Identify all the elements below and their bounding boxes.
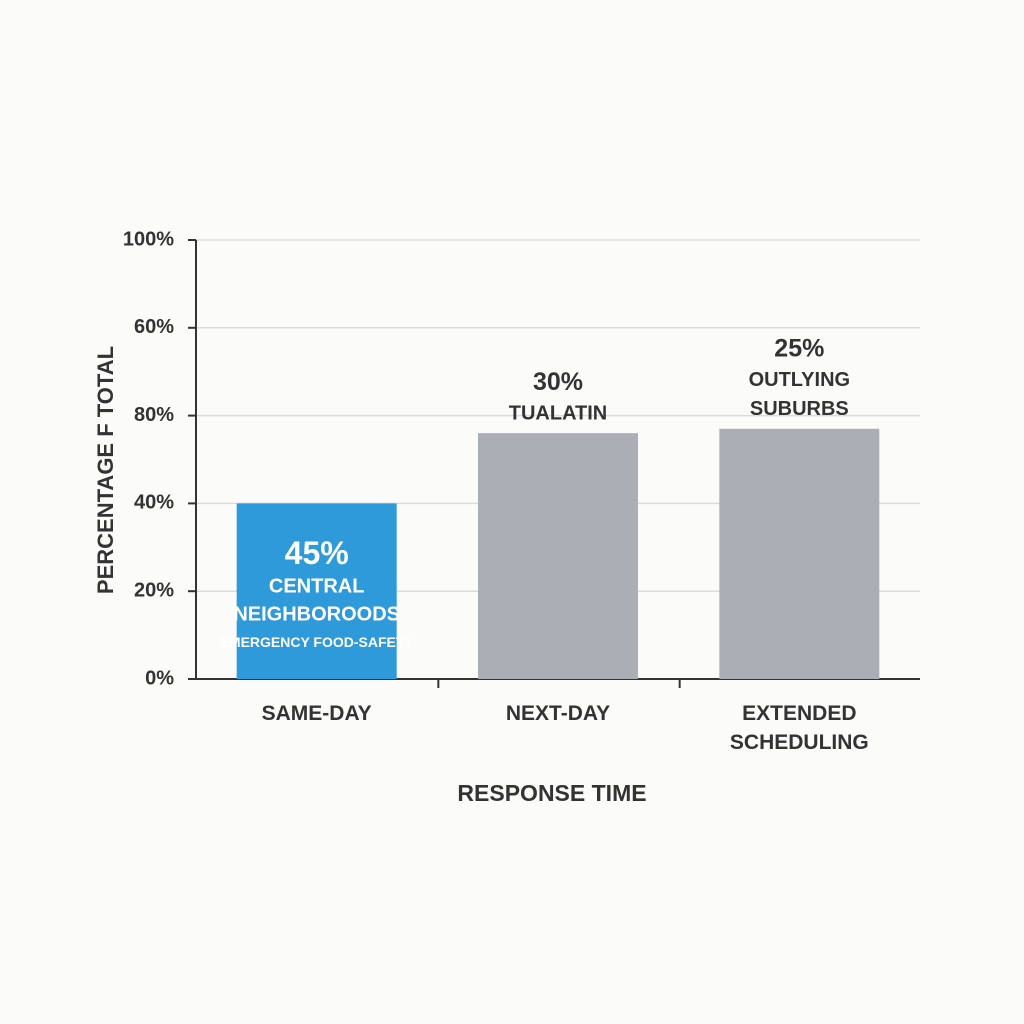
annotation: 25% bbox=[774, 334, 824, 362]
x-tick-label: EXTENDED SCHEDULING bbox=[729, 702, 869, 754]
annotation: SUBURBS bbox=[750, 398, 849, 420]
x-tick-label: NEXT-DAY bbox=[505, 702, 611, 725]
y-tick-label: 0% bbox=[145, 667, 174, 689]
y-tick-label: 40% bbox=[134, 492, 174, 514]
annotation: OUTLYING bbox=[749, 369, 851, 391]
x-axis-label: RESPONSE TIME bbox=[457, 780, 646, 806]
y-tick-label: 80% bbox=[134, 404, 174, 426]
annotation: TUALATIN bbox=[509, 402, 608, 424]
annotation: 30% bbox=[533, 368, 583, 396]
annotation: CENTRAL bbox=[269, 576, 365, 598]
bar bbox=[478, 433, 638, 679]
y-axis-label: PERCENTAGE F TOTAL bbox=[93, 346, 118, 594]
annotation: NEIGHBOROODS bbox=[233, 604, 400, 626]
annotation: EMERGENCY FOOD-SAFETY bbox=[220, 634, 415, 650]
y-tick-label: 100% bbox=[123, 228, 174, 250]
y-tick-label: 20% bbox=[134, 579, 174, 601]
x-tick-label: SAME-DAY bbox=[261, 702, 372, 725]
bar bbox=[719, 428, 880, 679]
annotation: 45% bbox=[285, 535, 349, 571]
y-tick-label: 60% bbox=[134, 316, 174, 338]
bar bbox=[236, 503, 397, 679]
